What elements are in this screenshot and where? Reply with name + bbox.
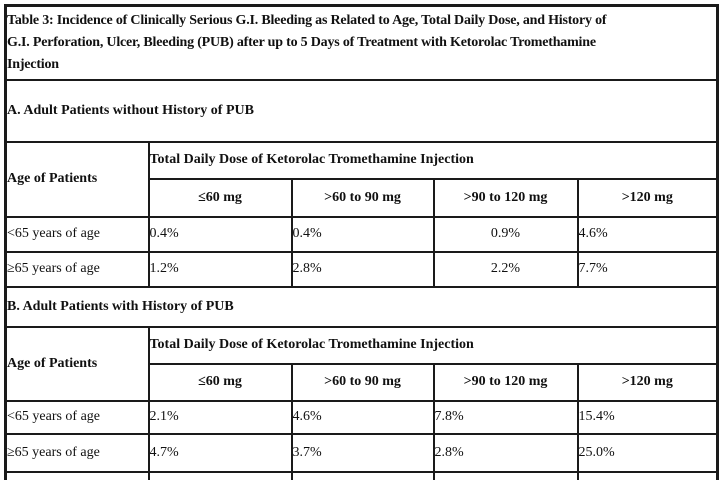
section-b-dose-column-header: >60 to 90 mg — [290, 362, 435, 402]
percentage-cell: 3.7% — [290, 432, 435, 473]
percentage-cell: 25.0% — [576, 432, 719, 473]
percentage-cell: 4.7% — [147, 432, 293, 473]
partial-row-cell — [147, 470, 293, 480]
table-title: Table 3: Incidence of Clinically Serious… — [4, 4, 719, 81]
table-3-container: Table 3: Incidence of Clinically Serious… — [4, 4, 720, 480]
table-title-line-3: Injection — [7, 56, 60, 72]
table-row: <65 years of age 2.1% 4.6% 7.8% 15.4% — [4, 399, 719, 435]
percentage-cell: 2.1% — [147, 399, 293, 435]
partial-row-cell — [290, 470, 435, 480]
section-b-dose-column-header: >90 to 120 mg — [432, 362, 579, 402]
percentage-cell: 7.7% — [576, 250, 719, 288]
table-row-clipped — [4, 470, 719, 480]
age-row-label: <65 years of age — [4, 215, 150, 253]
percentage-cell: 4.6% — [576, 215, 719, 253]
table-row: <65 years of age 0.4% 0.4% 0.9% 4.6% — [4, 215, 719, 253]
partial-row-cell — [4, 470, 150, 480]
percentage-cell: 0.9% — [432, 215, 579, 253]
age-row-label: <65 years of age — [4, 399, 150, 435]
partial-row-cell — [576, 470, 719, 480]
table-3: Table 3: Incidence of Clinically Serious… — [4, 4, 720, 480]
partial-row-cell — [432, 470, 579, 480]
percentage-cell: 7.8% — [432, 399, 579, 435]
percentage-cell: 0.4% — [290, 215, 435, 253]
section-a-dose-column-header: >90 to 120 mg — [432, 177, 579, 218]
age-row-label: ≥65 years of age — [4, 432, 150, 473]
section-a-heading: A. Adult Patients without History of PUB — [4, 78, 719, 143]
table-title-line-1: Table 3: Incidence of Clinically Serious… — [7, 12, 607, 28]
section-a-dose-column-header: >60 to 90 mg — [290, 177, 435, 218]
section-b-heading: B. Adult Patients with History of PUB — [4, 285, 719, 328]
percentage-cell: 15.4% — [576, 399, 719, 435]
percentage-cell: 2.2% — [432, 250, 579, 288]
section-a-dose-column-header: ≤60 mg — [147, 177, 293, 218]
section-a-dose-group-header: Total Daily Dose of Ketorolac Tromethami… — [147, 140, 719, 180]
section-a-dose-column-header: >120 mg — [576, 177, 719, 218]
percentage-cell: 4.6% — [290, 399, 435, 435]
table-title-line-2: G.I. Perforation, Ulcer, Bleeding (PUB) … — [7, 34, 597, 50]
percentage-cell: 2.8% — [290, 250, 435, 288]
percentage-cell: 1.2% — [147, 250, 293, 288]
section-b-dose-column-header: >120 mg — [576, 362, 719, 402]
section-b-dose-column-header: ≤60 mg — [147, 362, 293, 402]
section-a-age-column-header: Age of Patients — [4, 140, 150, 218]
age-row-label: ≥65 years of age — [4, 250, 150, 288]
percentage-cell: 0.4% — [147, 215, 293, 253]
percentage-cell: 2.8% — [432, 432, 579, 473]
section-b-dose-group-header: Total Daily Dose of Ketorolac Tromethami… — [147, 325, 719, 365]
section-b-age-column-header: Age of Patients — [4, 325, 150, 402]
table-row: ≥65 years of age 4.7% 3.7% 2.8% 25.0% — [4, 432, 719, 473]
table-row: ≥65 years of age 1.2% 2.8% 2.2% 7.7% — [4, 250, 719, 288]
